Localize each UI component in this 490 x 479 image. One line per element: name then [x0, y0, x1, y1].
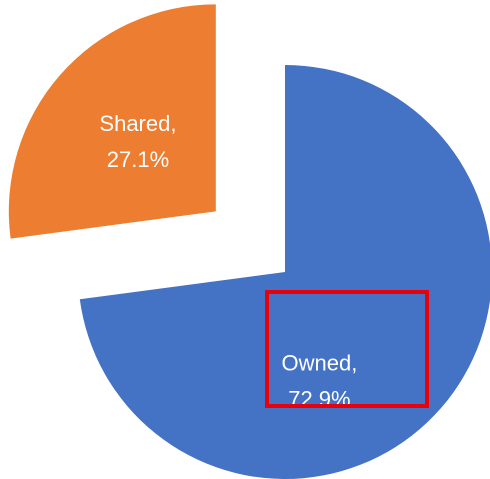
pie-slice: [8, 4, 216, 239]
data-label: Owned,: [281, 351, 357, 376]
label-separator: ,: [351, 351, 357, 376]
category-name: Shared: [99, 111, 170, 136]
data-label: Shared,: [99, 111, 176, 136]
pie-slice: [79, 65, 490, 479]
category-name: Owned: [281, 351, 351, 376]
data-label-value: 27.1%: [107, 147, 169, 172]
highlight-box: [265, 290, 429, 408]
slices: [8, 4, 490, 479]
labels: Owned,72.9%Shared,27.1%: [99, 111, 357, 412]
label-separator: ,: [170, 111, 176, 136]
